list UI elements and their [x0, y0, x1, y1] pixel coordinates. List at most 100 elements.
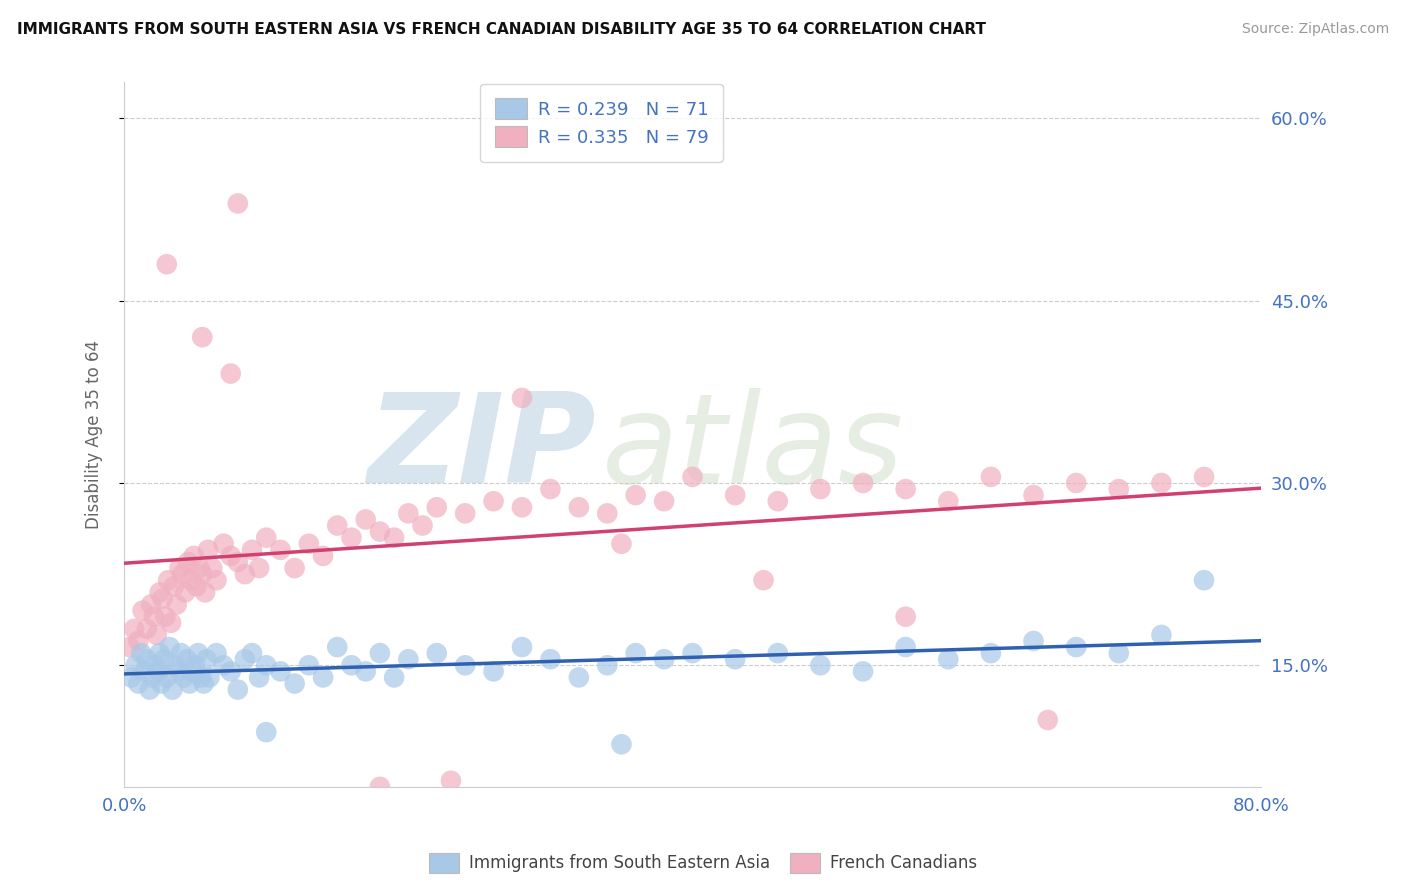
Point: [240, 542, 263, 557]
Point: [162, 682, 184, 697]
Point: [396, 652, 419, 666]
Point: [312, 670, 335, 684]
Point: [254, 531, 277, 545]
Point: [1064, 640, 1087, 654]
Point: [120, 670, 142, 684]
Point: [167, 665, 190, 679]
Point: [188, 561, 211, 575]
Point: [191, 567, 214, 582]
Point: [127, 634, 149, 648]
Point: [212, 537, 235, 551]
Point: [936, 494, 959, 508]
Point: [219, 367, 242, 381]
Point: [396, 507, 419, 521]
Point: [894, 482, 917, 496]
Text: IMMIGRANTS FROM SOUTH EASTERN ASIA VS FRENCH CANADIAN DISABILITY AGE 35 TO 64 CO: IMMIGRANTS FROM SOUTH EASTERN ASIA VS FR…: [17, 22, 986, 37]
Point: [354, 665, 377, 679]
Point: [197, 542, 219, 557]
Point: [205, 573, 228, 587]
Point: [240, 646, 263, 660]
Point: [454, 507, 477, 521]
Point: [186, 579, 208, 593]
Point: [980, 470, 1002, 484]
Point: [170, 646, 193, 660]
Point: [219, 665, 242, 679]
Point: [1150, 628, 1173, 642]
Point: [482, 494, 505, 508]
Point: [169, 561, 191, 575]
Point: [180, 573, 202, 587]
Point: [368, 524, 391, 539]
Point: [1192, 573, 1215, 587]
Point: [254, 658, 277, 673]
Point: [1108, 482, 1130, 496]
Point: [142, 670, 165, 684]
Point: [118, 640, 141, 654]
Point: [766, 494, 789, 508]
Point: [852, 665, 875, 679]
Point: [165, 658, 187, 673]
Point: [254, 725, 277, 739]
Point: [131, 604, 153, 618]
Point: [1150, 475, 1173, 490]
Point: [326, 518, 349, 533]
Point: [153, 652, 176, 666]
Point: [143, 609, 166, 624]
Point: [510, 391, 533, 405]
Point: [145, 658, 167, 673]
Point: [412, 518, 434, 533]
Point: [682, 646, 704, 660]
Text: ZIP: ZIP: [367, 388, 596, 509]
Point: [155, 609, 177, 624]
Point: [894, 640, 917, 654]
Point: [1108, 646, 1130, 660]
Point: [226, 682, 249, 697]
Point: [190, 670, 212, 684]
Point: [426, 500, 449, 515]
Point: [150, 676, 173, 690]
Point: [184, 658, 207, 673]
Point: [682, 470, 704, 484]
Point: [201, 561, 224, 575]
Point: [149, 646, 172, 660]
Point: [212, 658, 235, 673]
Point: [173, 670, 195, 684]
Legend: Immigrants from South Eastern Asia, French Canadians: Immigrants from South Eastern Asia, Fren…: [422, 847, 984, 880]
Point: [138, 682, 160, 697]
Point: [1036, 713, 1059, 727]
Point: [269, 665, 291, 679]
Point: [624, 488, 647, 502]
Point: [233, 567, 256, 582]
Point: [174, 585, 197, 599]
Legend: R = 0.239   N = 71, R = 0.335   N = 79: R = 0.239 N = 71, R = 0.335 N = 79: [479, 84, 723, 161]
Point: [596, 507, 619, 521]
Point: [269, 542, 291, 557]
Point: [368, 646, 391, 660]
Point: [652, 652, 675, 666]
Point: [510, 640, 533, 654]
Point: [149, 585, 172, 599]
Point: [181, 665, 204, 679]
Point: [191, 330, 214, 344]
Point: [808, 658, 831, 673]
Point: [724, 652, 747, 666]
Point: [139, 598, 162, 612]
Point: [482, 665, 505, 679]
Point: [454, 658, 477, 673]
Point: [284, 561, 307, 575]
Point: [1064, 475, 1087, 490]
Point: [159, 640, 181, 654]
Text: Source: ZipAtlas.com: Source: ZipAtlas.com: [1241, 22, 1389, 37]
Point: [198, 670, 221, 684]
Point: [312, 549, 335, 563]
Point: [624, 646, 647, 660]
Point: [152, 591, 174, 606]
Point: [724, 488, 747, 502]
Point: [326, 640, 349, 654]
Point: [510, 500, 533, 515]
Point: [936, 652, 959, 666]
Point: [179, 676, 201, 690]
Point: [568, 500, 591, 515]
Point: [610, 737, 633, 751]
Point: [226, 196, 249, 211]
